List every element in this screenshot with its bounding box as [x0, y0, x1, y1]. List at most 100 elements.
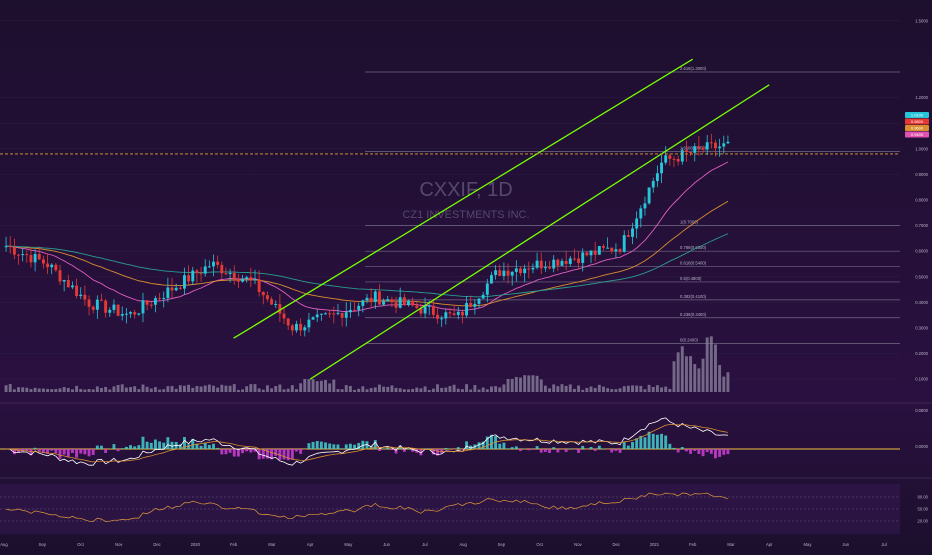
volume-bar	[125, 388, 128, 392]
volume-bar	[507, 379, 510, 392]
candle-body	[30, 255, 33, 262]
candle-body	[307, 320, 310, 328]
volume-bar	[312, 379, 315, 392]
price-tick-label: 0.4000	[915, 300, 928, 305]
macd-histogram-bar	[668, 444, 671, 449]
volume-bar	[473, 385, 476, 392]
volume-bar	[386, 387, 389, 392]
candle-body	[42, 259, 45, 263]
macd-histogram-bar	[83, 449, 86, 454]
volume-bar	[378, 385, 381, 392]
volume-bar	[133, 386, 136, 392]
candle-body	[366, 298, 369, 300]
candle-body	[403, 297, 406, 305]
candle-body	[254, 279, 257, 280]
macd-histogram-bar	[291, 449, 294, 460]
candle-body	[515, 268, 518, 271]
volume-bar	[361, 386, 364, 392]
candle-body	[486, 283, 489, 294]
candle-body	[569, 258, 572, 263]
volume-bar	[30, 389, 33, 392]
candle-body	[191, 271, 194, 282]
candle-body	[702, 148, 705, 150]
candle-body	[656, 173, 659, 181]
volume-bar	[83, 390, 86, 392]
volume-bar	[303, 379, 306, 392]
volume-bar	[469, 390, 472, 392]
candle-body	[602, 246, 605, 248]
macd-histogram-bar	[548, 449, 551, 453]
macd-histogram-bar	[378, 449, 381, 451]
macd-tick-label: 0.0800	[915, 408, 928, 413]
macd-histogram-bar	[71, 449, 74, 453]
candle-body	[623, 235, 626, 252]
candle-body	[478, 299, 481, 304]
volume-bar	[121, 384, 124, 392]
volume-bar	[117, 385, 120, 392]
macd-histogram-bar	[299, 449, 302, 454]
volume-bar	[283, 389, 286, 392]
macd-histogram-bar	[142, 437, 145, 449]
macd-histogram-bar	[718, 449, 721, 457]
volume-bar	[432, 389, 435, 392]
candle-body	[581, 252, 584, 263]
candle-body	[648, 188, 651, 204]
macd-histogram-bar	[204, 443, 207, 449]
macd-histogram-bar	[702, 449, 705, 456]
candle-body	[237, 279, 240, 281]
macd-histogram-bar	[652, 434, 655, 449]
volume-bar	[594, 388, 597, 392]
candle-body	[166, 288, 169, 299]
candle-body	[440, 318, 443, 319]
volume-bar	[407, 389, 410, 392]
candle-body	[158, 298, 161, 299]
volume-bar	[337, 389, 340, 392]
candle-body	[38, 254, 41, 260]
macd-histogram-bar	[320, 442, 323, 449]
volume-bar	[540, 379, 543, 392]
volume-bar	[295, 389, 298, 392]
candle-body	[428, 306, 431, 307]
volume-bar	[494, 386, 497, 392]
macd-histogram-bar	[407, 448, 410, 449]
candle-body	[673, 159, 676, 160]
macd-histogram-bar	[457, 447, 460, 449]
macd-histogram-bar	[623, 442, 626, 449]
volume-bar	[274, 386, 277, 392]
candle-body	[652, 181, 655, 187]
candle-body	[204, 266, 207, 273]
volume-bar	[390, 385, 393, 392]
candle-body	[104, 301, 107, 313]
time-tick-label: Feb	[689, 542, 697, 547]
volume-bar	[349, 386, 352, 392]
volume-bar	[465, 384, 468, 392]
price-tick-label: 0.5000	[915, 274, 928, 279]
candle-body	[556, 260, 559, 266]
candle-body	[320, 314, 323, 315]
volume-bar	[411, 389, 414, 392]
volume-bar	[171, 386, 174, 392]
volume-bar	[254, 384, 257, 392]
candle-body	[332, 313, 335, 314]
candle-body	[112, 305, 115, 310]
macd-histogram-bar	[129, 445, 132, 449]
time-tick-label: Sep	[39, 542, 47, 547]
volume-bar	[200, 387, 203, 392]
candle-body	[179, 288, 182, 289]
volume-bar	[370, 388, 373, 392]
volume-bar	[154, 387, 157, 392]
volume-bar	[374, 387, 377, 392]
volume-bar	[536, 376, 539, 392]
candle-body	[270, 299, 273, 304]
candle-body	[324, 313, 327, 314]
candle-body	[644, 203, 647, 208]
macd-histogram-bar	[224, 449, 227, 454]
macd-histogram-bar	[100, 446, 103, 449]
volume-bar	[34, 388, 37, 392]
candle-body	[54, 265, 57, 270]
volume-bar	[718, 365, 721, 392]
candle-body	[21, 254, 24, 255]
candle-body	[17, 255, 20, 256]
